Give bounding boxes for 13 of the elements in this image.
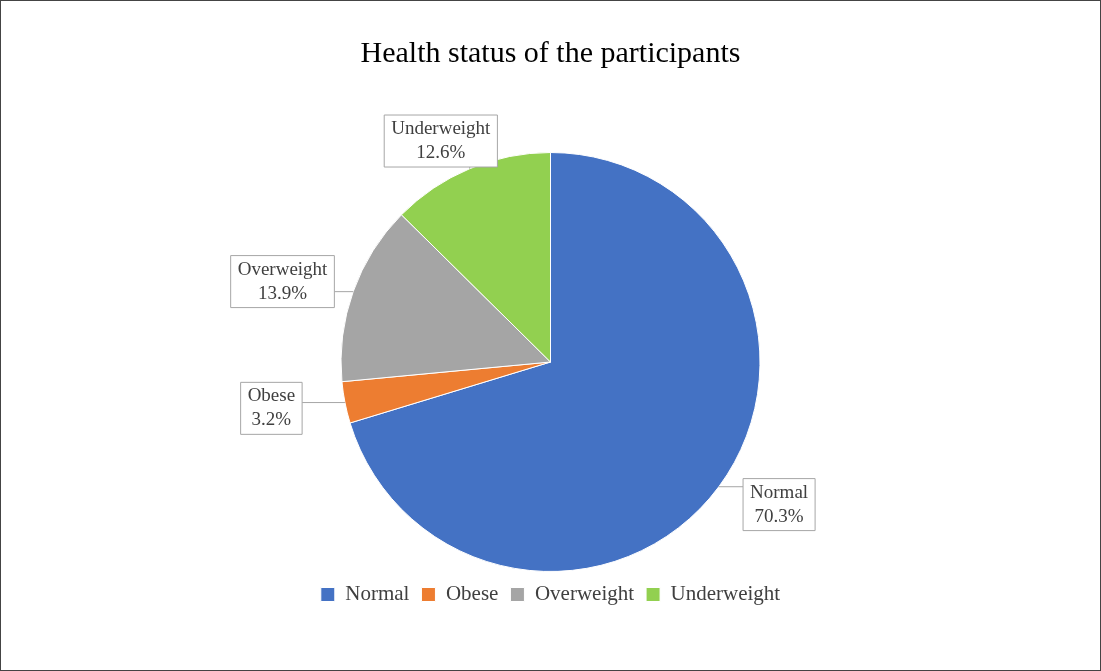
slice-label: Normal [750,480,809,502]
data-label: 3.2% [251,408,292,430]
legend-label: Underweight [670,581,781,606]
slice-label: Overweight [237,257,329,279]
legend-label: Overweight [534,581,635,606]
legend-label: Obese [445,581,499,606]
slice-label: Underweight [391,117,492,138]
data-label: 70.3% [754,504,804,526]
slice-label: Obese [247,384,296,406]
data-label: 13.9% [257,281,308,303]
data-label: 12.6% [416,141,466,162]
chart-title: Health status of the participants [360,34,741,68]
legend-label: Normal [345,581,410,606]
